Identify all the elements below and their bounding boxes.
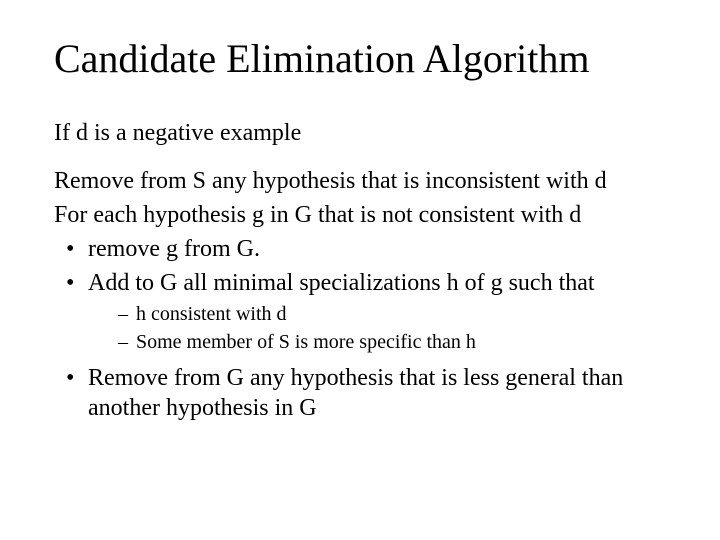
bullet-add-minimal: Add to G all minimal specializations h o… (88, 270, 595, 296)
sub-bullet-h-consistent: h consistent with d (136, 303, 287, 325)
list-item: Remove from G any hypothesis that is les… (66, 363, 666, 423)
slide: Candidate Elimination Algorithm If d is … (0, 0, 720, 540)
remove-from-s-line: Remove from S any hypothesis that is inc… (54, 166, 666, 196)
bullet-remove-g: remove g from G. (88, 236, 260, 262)
list-item: Some member of S is more specific than h (118, 330, 666, 355)
bullet-list-level1: remove g from G. Add to G all minimal sp… (54, 234, 666, 423)
foreach-g-line: For each hypothesis g in G that is not c… (54, 200, 666, 230)
sub-bullet-some-member: Some member of S is more specific than h (136, 331, 476, 353)
list-item: h consistent with d (118, 302, 666, 327)
bullet-list-level2: h consistent with d Some member of S is … (88, 302, 666, 355)
intro-line: If d is a negative example (54, 118, 666, 148)
list-item: remove g from G. (66, 234, 666, 264)
slide-title: Candidate Elimination Algorithm (54, 36, 666, 82)
bullet-remove-less-general: Remove from G any hypothesis that is les… (88, 365, 623, 421)
list-item: Add to G all minimal specializations h o… (66, 268, 666, 355)
